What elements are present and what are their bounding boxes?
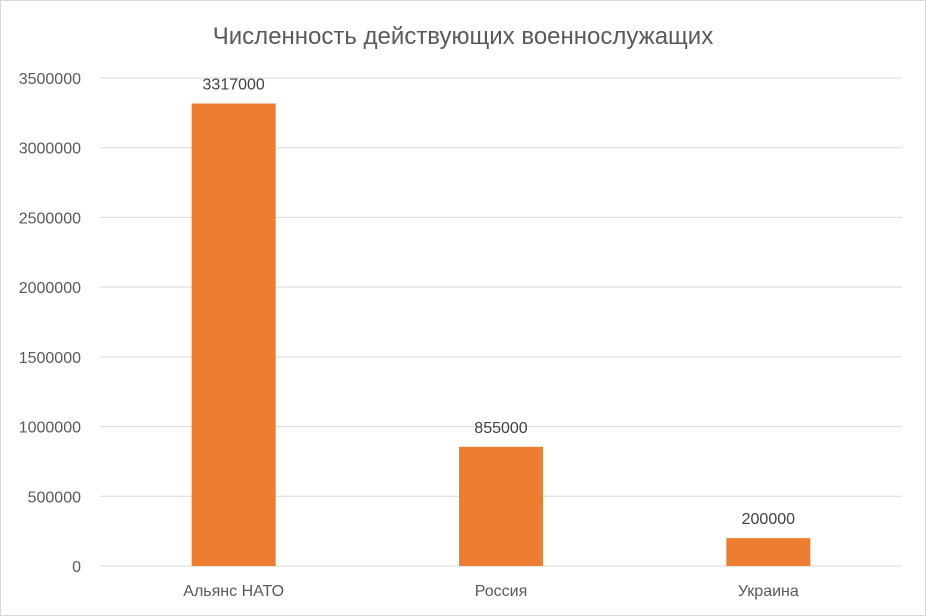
- bar: [459, 446, 543, 566]
- y-tick-label: 3000000: [19, 141, 81, 158]
- x-axis-category-labels: Альянс НАТО Россия Украина: [183, 583, 799, 600]
- data-labels: 3317000 855000 200000: [203, 77, 796, 529]
- y-tick-label: 1000000: [19, 420, 81, 437]
- bar: [191, 103, 276, 566]
- y-tick-label: 1500000: [19, 350, 81, 367]
- data-label: 3317000: [203, 77, 265, 94]
- y-tick-label: 2500000: [19, 210, 81, 227]
- bars: [191, 103, 811, 566]
- chart-title: Численность действующих военнослужащих: [213, 23, 713, 50]
- x-category-label: Украина: [738, 583, 799, 600]
- bar: [726, 538, 811, 566]
- y-tick-label: 500000: [28, 489, 81, 506]
- data-label: 855000: [474, 420, 527, 437]
- y-axis-tick-labels: 0 500000 1000000 1500000 2000000 2500000 30000…: [19, 71, 81, 576]
- data-label: 200000: [742, 511, 795, 528]
- y-tick-label: 3500000: [19, 71, 81, 88]
- y-tick-label: 2000000: [19, 280, 81, 297]
- y-tick-label: 0: [72, 559, 81, 576]
- x-category-label: Альянс НАТО: [183, 583, 284, 600]
- x-category-label: Россия: [475, 583, 527, 600]
